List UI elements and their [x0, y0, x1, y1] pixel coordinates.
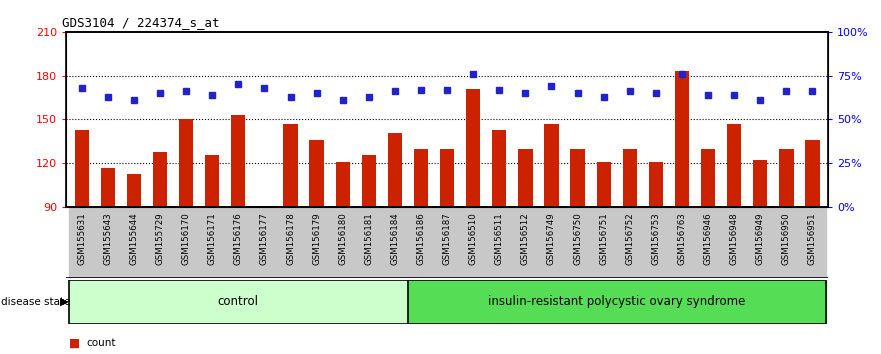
- Bar: [492, 130, 507, 207]
- Text: GSM156752: GSM156752: [626, 212, 634, 265]
- Bar: [179, 120, 193, 207]
- Bar: [544, 124, 559, 207]
- Text: GSM156946: GSM156946: [704, 212, 713, 265]
- Bar: [565, 207, 590, 278]
- Bar: [361, 154, 376, 207]
- Text: GSM156753: GSM156753: [651, 212, 661, 265]
- Bar: [127, 173, 141, 207]
- Text: GSM156750: GSM156750: [574, 212, 582, 265]
- Bar: [152, 152, 167, 207]
- Bar: [199, 207, 226, 278]
- Bar: [747, 207, 774, 278]
- Text: GSM156176: GSM156176: [233, 212, 243, 265]
- Bar: [799, 207, 825, 278]
- Text: GSM155643: GSM155643: [103, 212, 113, 265]
- Bar: [779, 149, 794, 207]
- Text: GSM156178: GSM156178: [286, 212, 295, 265]
- Text: GSM156186: GSM156186: [417, 212, 426, 265]
- Bar: [147, 207, 173, 278]
- Bar: [623, 149, 637, 207]
- Bar: [675, 71, 689, 207]
- Bar: [727, 124, 742, 207]
- Bar: [518, 149, 533, 207]
- Bar: [538, 207, 565, 278]
- Bar: [466, 89, 480, 207]
- Text: control: control: [218, 295, 259, 308]
- Bar: [434, 207, 460, 278]
- Bar: [304, 207, 329, 278]
- Bar: [69, 280, 408, 324]
- Bar: [257, 206, 271, 207]
- Bar: [570, 149, 585, 207]
- Bar: [251, 207, 278, 278]
- Text: GSM156749: GSM156749: [547, 212, 556, 265]
- Text: ▶: ▶: [60, 297, 69, 307]
- Bar: [309, 140, 324, 207]
- Bar: [278, 207, 304, 278]
- Text: GSM156179: GSM156179: [312, 212, 321, 265]
- Bar: [460, 207, 486, 278]
- Bar: [226, 207, 251, 278]
- Bar: [669, 207, 695, 278]
- Bar: [701, 149, 715, 207]
- Bar: [648, 162, 663, 207]
- Bar: [100, 168, 115, 207]
- Text: count: count: [86, 338, 115, 348]
- Bar: [695, 207, 722, 278]
- Text: GSM156512: GSM156512: [521, 212, 529, 265]
- Text: GSM156184: GSM156184: [390, 212, 399, 265]
- Bar: [356, 207, 381, 278]
- Bar: [69, 207, 95, 278]
- Bar: [329, 207, 356, 278]
- Bar: [381, 207, 408, 278]
- Text: GSM156181: GSM156181: [365, 212, 374, 265]
- Bar: [75, 130, 89, 207]
- Bar: [722, 207, 747, 278]
- Text: GSM156751: GSM156751: [599, 212, 608, 265]
- Text: GSM156948: GSM156948: [729, 212, 738, 265]
- Bar: [173, 207, 199, 278]
- Bar: [513, 207, 538, 278]
- Text: GSM156187: GSM156187: [442, 212, 452, 265]
- Text: GSM156949: GSM156949: [756, 212, 765, 264]
- Text: GSM155644: GSM155644: [130, 212, 138, 265]
- Text: GSM156180: GSM156180: [338, 212, 347, 265]
- Text: GSM156170: GSM156170: [181, 212, 190, 265]
- Bar: [408, 280, 825, 324]
- Bar: [414, 149, 428, 207]
- Bar: [774, 207, 799, 278]
- Bar: [590, 207, 617, 278]
- Bar: [121, 207, 147, 278]
- Bar: [753, 160, 767, 207]
- Bar: [408, 207, 434, 278]
- Text: GSM156511: GSM156511: [495, 212, 504, 265]
- Bar: [596, 162, 611, 207]
- Text: GSM156177: GSM156177: [260, 212, 269, 265]
- Bar: [336, 162, 350, 207]
- Bar: [231, 115, 246, 207]
- Text: GSM156951: GSM156951: [808, 212, 817, 265]
- Bar: [643, 207, 669, 278]
- Text: GSM156763: GSM156763: [677, 212, 686, 265]
- Text: GSM155729: GSM155729: [156, 212, 165, 265]
- Bar: [205, 154, 219, 207]
- Bar: [486, 207, 513, 278]
- Text: GSM156950: GSM156950: [781, 212, 791, 265]
- Bar: [284, 124, 298, 207]
- Text: GSM156510: GSM156510: [469, 212, 478, 265]
- Bar: [388, 133, 402, 207]
- Bar: [440, 149, 455, 207]
- Text: GDS3104 / 224374_s_at: GDS3104 / 224374_s_at: [63, 16, 219, 29]
- Bar: [805, 140, 819, 207]
- Text: disease state: disease state: [1, 297, 70, 307]
- Text: insulin-resistant polycystic ovary syndrome: insulin-resistant polycystic ovary syndr…: [488, 295, 745, 308]
- Text: ■: ■: [69, 337, 80, 350]
- Text: GSM155631: GSM155631: [78, 212, 86, 265]
- Bar: [95, 207, 121, 278]
- Text: GSM156171: GSM156171: [208, 212, 217, 265]
- Bar: [617, 207, 643, 278]
